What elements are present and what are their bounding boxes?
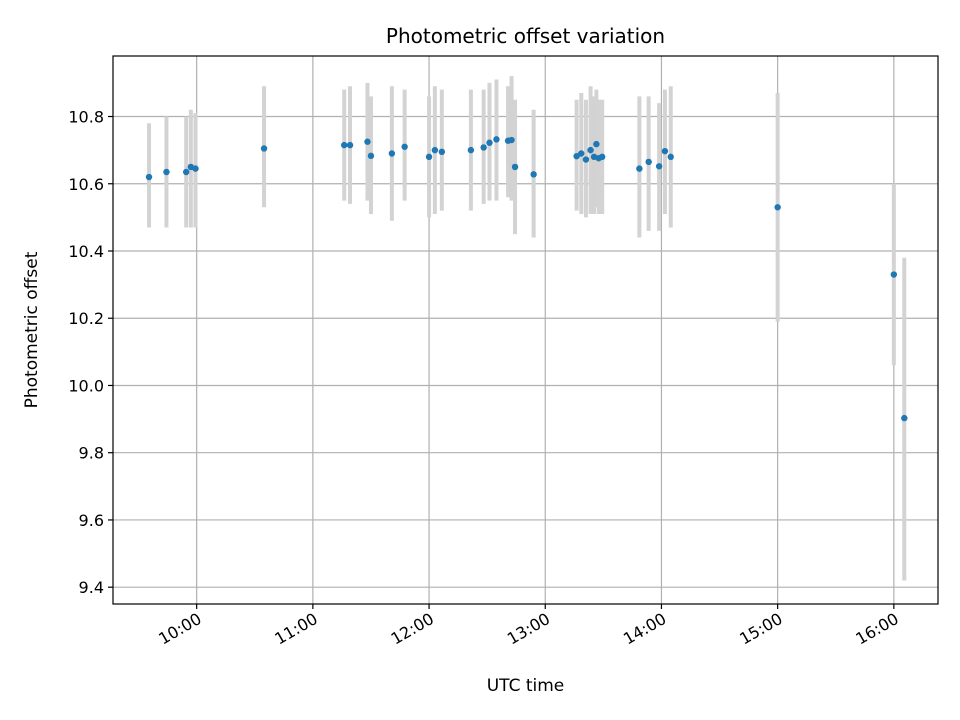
y-tick-label: 10.2 (68, 309, 104, 328)
y-tick-label: 9.4 (79, 578, 104, 597)
data-point (578, 150, 585, 157)
data-point (655, 163, 663, 170)
data-point (508, 136, 515, 144)
data-point (774, 204, 781, 211)
data-point (480, 144, 487, 151)
data-point (573, 152, 580, 160)
data-point (438, 148, 446, 156)
data-point (364, 138, 371, 145)
data-point (530, 171, 537, 178)
data-point (431, 146, 439, 154)
plot-frame (112, 55, 939, 605)
data-point (598, 153, 606, 161)
data-point (260, 145, 268, 152)
data-point (192, 165, 199, 172)
y-tick-label: 10.6 (68, 175, 104, 194)
data-point (467, 146, 475, 154)
data-point (388, 150, 396, 157)
data-point (511, 163, 519, 171)
y-tick-label: 10.0 (68, 376, 104, 395)
data-point (341, 141, 348, 149)
data-point (661, 147, 669, 155)
data-point (587, 146, 594, 154)
data-point (901, 414, 908, 422)
data-point (401, 143, 408, 150)
data-point (890, 271, 898, 278)
chart-title: Photometric offset variation (386, 24, 665, 48)
data-point (346, 141, 354, 149)
data-point (367, 152, 375, 160)
data-point (593, 140, 600, 148)
data-point (163, 168, 170, 176)
y-tick-label: 10.8 (68, 108, 104, 127)
data-point (425, 153, 433, 161)
x-axis-title: UTC time (487, 676, 565, 696)
data-point (183, 168, 190, 176)
y-tick-label: 9.8 (79, 444, 104, 463)
data-point (486, 139, 493, 146)
y-tick-label: 10.4 (68, 242, 104, 261)
data-point (493, 136, 500, 143)
y-axis-ticks: 9.4 9.6 9.8 10.0 10.2 10.4 10.6 10.8 (68, 108, 113, 597)
data-point (667, 153, 674, 161)
data-point (636, 165, 643, 172)
data-point (145, 173, 153, 181)
data-points (145, 136, 908, 422)
data-point (582, 156, 590, 163)
y-tick-label: 9.6 (79, 511, 104, 530)
y-axis-title: Photometric offset (22, 251, 42, 408)
data-point (645, 158, 652, 166)
